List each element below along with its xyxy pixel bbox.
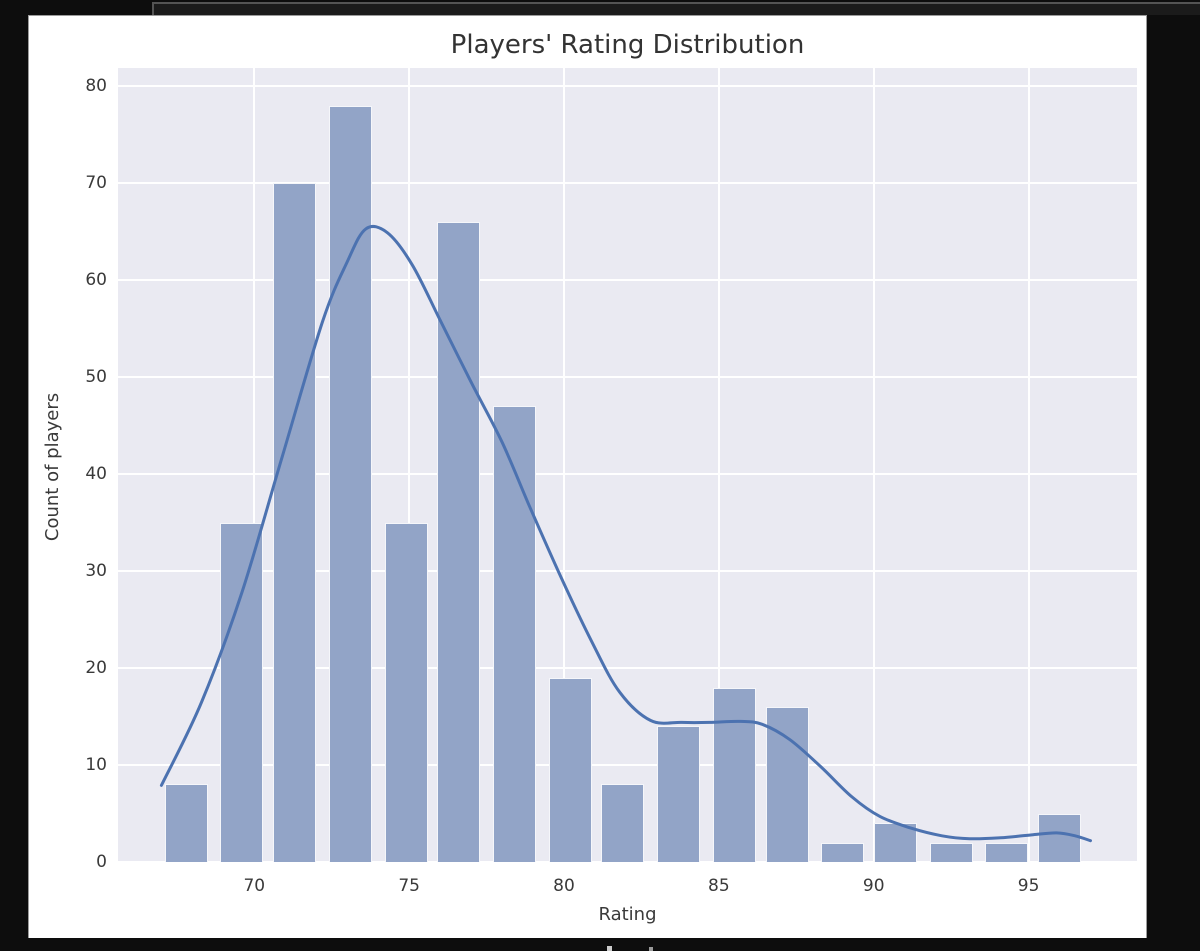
x-gridline (408, 68, 411, 862)
y-tick-label: 70 (85, 173, 107, 194)
x-tick-label: 80 (553, 876, 575, 896)
y-tick-label: 0 (96, 852, 107, 872)
histogram-bar (929, 842, 973, 862)
histogram-bar (548, 677, 592, 862)
histogram-bar (220, 522, 264, 862)
x-gridline (563, 68, 565, 862)
x-tick-label: 75 (398, 876, 420, 896)
y-tick-label: 50 (85, 367, 107, 388)
bottom-window-edge (0, 938, 1200, 951)
histogram-bar (712, 687, 756, 862)
y-gridline (118, 473, 1137, 476)
plot-area (118, 68, 1137, 862)
y-tick-label: 60 (85, 270, 107, 291)
x-axis-label: Rating (598, 904, 657, 925)
chart-figure: Players' Rating Distribution 70 75 80 85 90 9… (28, 15, 1147, 938)
y-gridline (118, 279, 1137, 282)
histogram-bar (657, 726, 701, 862)
background-window-edge (152, 2, 1200, 15)
x-gridline (717, 68, 720, 862)
x-tick-label: 90 (862, 876, 885, 896)
histogram-bar (765, 706, 809, 862)
y-tick-label: 10 (85, 755, 107, 776)
y-gridline (118, 182, 1137, 185)
y-gridline (118, 376, 1137, 379)
kde-curve (159, 224, 1092, 843)
x-tick-label: 95 (1017, 876, 1040, 896)
y-gridline (118, 570, 1137, 573)
y-tick-label: 20 (85, 658, 107, 679)
y-tick-label: 80 (85, 76, 107, 97)
histogram-bar (384, 522, 428, 862)
x-tick-label: 85 (708, 876, 730, 896)
histogram-bar (821, 842, 865, 862)
y-tick-label: 30 (85, 561, 107, 582)
cutoff-text-fragment (649, 947, 653, 951)
y-axis-label: Count of players (42, 392, 63, 542)
chart-title: Players' Rating Distribution (450, 30, 805, 60)
y-gridline (118, 764, 1137, 767)
x-gridline (1027, 68, 1030, 862)
histogram-bar (164, 784, 208, 862)
x-gridline (872, 68, 875, 862)
x-tick-label: 70 (243, 876, 266, 896)
histogram-bar (601, 784, 645, 862)
cutoff-text-fragment (607, 946, 612, 951)
y-tick-label: 40 (85, 464, 107, 485)
y-gridline (118, 667, 1137, 670)
histogram-bar (273, 183, 317, 862)
histogram-bar (492, 406, 536, 862)
histogram-bar (1038, 813, 1082, 862)
y-gridline (118, 85, 1137, 88)
histogram-bar (873, 823, 917, 862)
x-gridline (253, 68, 256, 862)
histogram-bar (985, 842, 1029, 862)
